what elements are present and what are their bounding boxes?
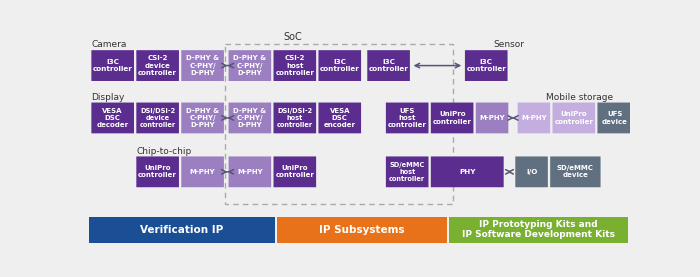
FancyBboxPatch shape [430, 102, 473, 133]
Text: UniPro
controller: UniPro controller [138, 165, 177, 178]
FancyBboxPatch shape [228, 157, 271, 187]
Bar [449, 217, 629, 243]
Text: D-PHY &
C-PHY/
D-PHY: D-PHY & C-PHY/ D-PHY [186, 55, 219, 76]
Text: D-PHY &
C-PHY/
D-PHY: D-PHY & C-PHY/ D-PHY [233, 55, 267, 76]
FancyBboxPatch shape [136, 50, 179, 81]
FancyBboxPatch shape [515, 157, 548, 187]
Text: M-PHY: M-PHY [237, 169, 262, 175]
Text: I/O: I/O [526, 169, 538, 175]
FancyBboxPatch shape [465, 50, 508, 81]
Text: Verification IP: Verification IP [141, 225, 224, 235]
Text: PHY: PHY [459, 169, 475, 175]
Text: M-PHY: M-PHY [521, 115, 547, 121]
Text: Chip-to-chip: Chip-to-chip [136, 147, 192, 156]
FancyBboxPatch shape [92, 50, 134, 81]
FancyBboxPatch shape [476, 102, 508, 133]
Text: CSI-2
host
controller: CSI-2 host controller [275, 55, 314, 76]
FancyBboxPatch shape [368, 50, 410, 81]
FancyBboxPatch shape [386, 157, 428, 187]
Text: UFS
device: UFS device [602, 111, 628, 125]
Text: SoC: SoC [284, 32, 302, 42]
FancyBboxPatch shape [181, 102, 224, 133]
Text: I3C
controller: I3C controller [466, 59, 506, 72]
Text: Camera: Camera [92, 40, 127, 49]
Text: DSI/DSI-2
device
controller: DSI/DSI-2 device controller [139, 108, 176, 128]
Text: D-PHY &
C-PHY/
D-PHY: D-PHY & C-PHY/ D-PHY [233, 108, 267, 128]
Text: I3C
controller: I3C controller [369, 59, 409, 72]
FancyBboxPatch shape [430, 157, 504, 187]
FancyBboxPatch shape [274, 102, 316, 133]
Text: CSI-2
device
controller: CSI-2 device controller [138, 55, 177, 76]
Text: SD/eMMC
host
controller: SD/eMMC host controller [389, 161, 426, 182]
Text: SD/eMMC
device: SD/eMMC device [557, 165, 594, 178]
Text: D-PHY &
C-PHY/
D-PHY: D-PHY & C-PHY/ D-PHY [186, 108, 219, 128]
Text: M-PHY: M-PHY [480, 115, 505, 121]
FancyBboxPatch shape [181, 50, 224, 81]
FancyBboxPatch shape [386, 102, 428, 133]
Text: UniPro
controller: UniPro controller [433, 111, 472, 125]
Bar [276, 217, 447, 243]
Text: I3C
controller: I3C controller [92, 59, 132, 72]
Text: I3C
controller: I3C controller [320, 59, 360, 72]
FancyBboxPatch shape [228, 50, 271, 81]
FancyBboxPatch shape [550, 157, 601, 187]
Text: UFS
host
controller: UFS host controller [388, 108, 426, 128]
Text: M-PHY: M-PHY [190, 169, 216, 175]
Text: IP Prototyping Kits and
IP Software Development Kits: IP Prototyping Kits and IP Software Deve… [462, 220, 615, 239]
Text: IP Subsystems: IP Subsystems [319, 225, 405, 235]
Bar [225, 44, 454, 204]
Text: UniPro
controller: UniPro controller [275, 165, 314, 178]
Bar [89, 217, 275, 243]
FancyBboxPatch shape [228, 102, 271, 133]
FancyBboxPatch shape [598, 102, 632, 133]
Text: VESA
DSC
decoder: VESA DSC decoder [97, 108, 129, 128]
Text: Mobile storage: Mobile storage [546, 93, 613, 102]
FancyBboxPatch shape [92, 102, 134, 133]
FancyBboxPatch shape [318, 102, 361, 133]
FancyBboxPatch shape [318, 50, 361, 81]
Text: Display: Display [92, 93, 125, 102]
FancyBboxPatch shape [136, 102, 179, 133]
Text: DSI/DSI-2
host
controller: DSI/DSI-2 host controller [276, 108, 313, 128]
FancyBboxPatch shape [552, 102, 595, 133]
FancyBboxPatch shape [136, 157, 179, 187]
Text: VESA
DSC
encoder: VESA DSC encoder [324, 108, 356, 128]
FancyBboxPatch shape [274, 157, 316, 187]
FancyBboxPatch shape [517, 102, 550, 133]
FancyBboxPatch shape [274, 50, 316, 81]
Text: UniPro
controller: UniPro controller [554, 111, 594, 125]
FancyBboxPatch shape [181, 157, 224, 187]
Text: Sensor: Sensor [494, 40, 524, 49]
